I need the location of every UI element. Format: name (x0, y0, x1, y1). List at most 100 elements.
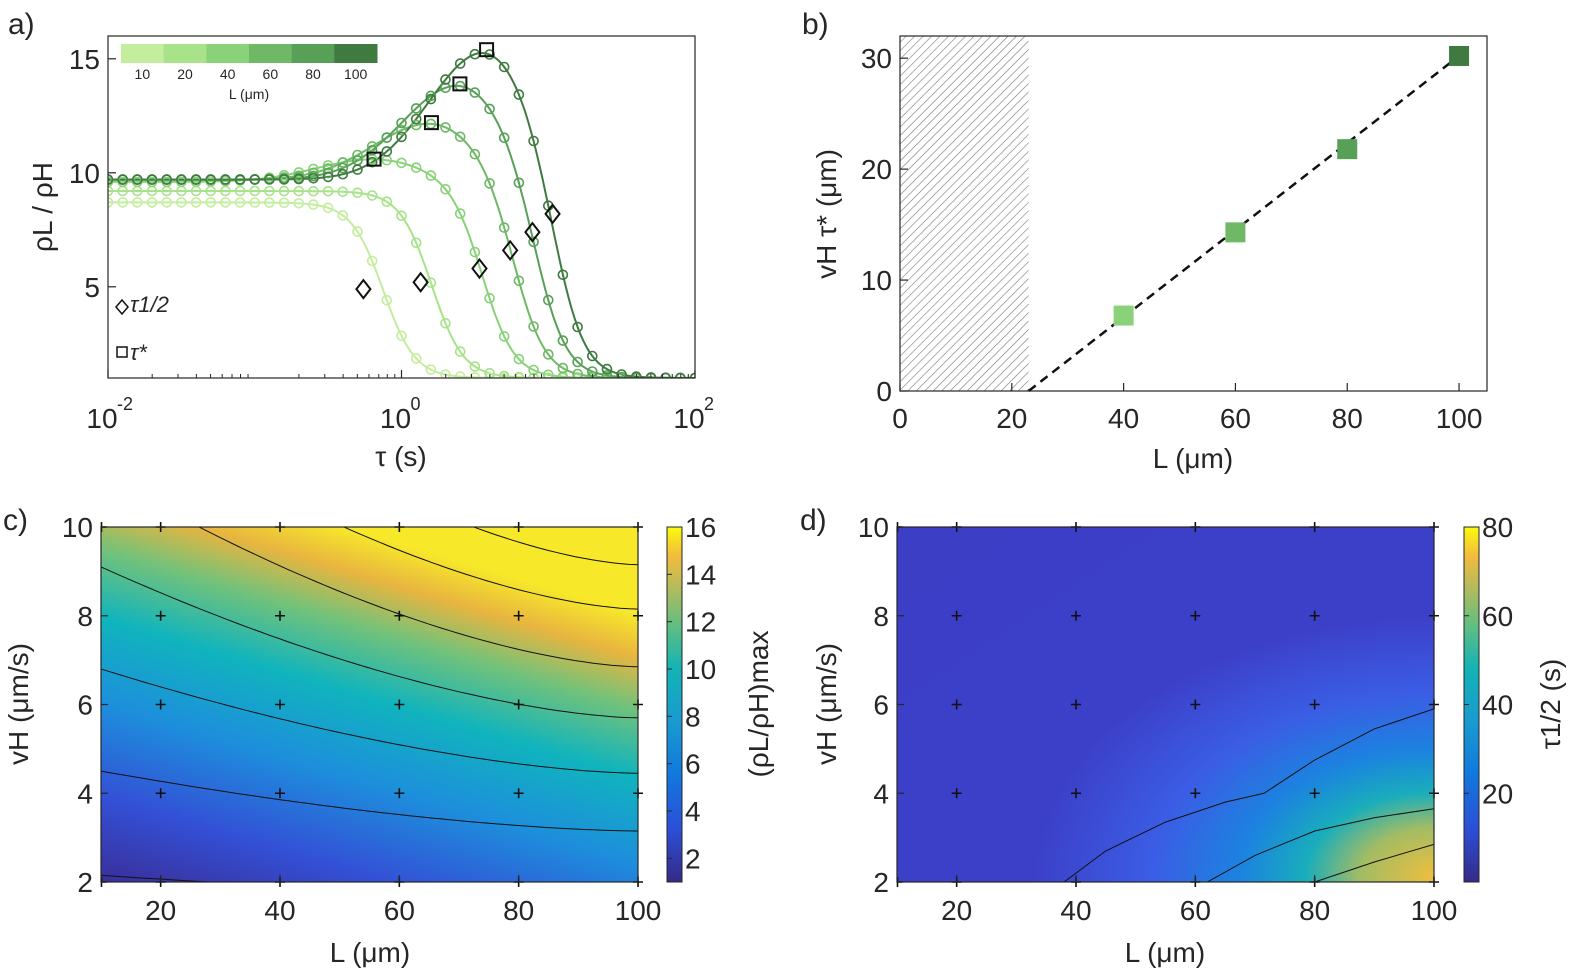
series-point-L100 (352, 164, 363, 175)
y-tick-label: 0 (876, 376, 892, 407)
colorbar-tick-label: 40 (220, 66, 236, 82)
series-point-L80 (337, 162, 349, 174)
series-point-L100 (264, 174, 275, 185)
sample-point-marker (1309, 610, 1320, 621)
tau-half-legend-diamond (115, 298, 129, 316)
series-point-L80 (513, 177, 525, 189)
series-point-L20 (220, 185, 231, 197)
series-point-L100 (337, 168, 349, 180)
series-point-L20 (108, 185, 114, 197)
series-point-L60 (352, 149, 363, 161)
series-point-L80 (542, 294, 554, 306)
tau-half-marker-L100 (544, 203, 561, 225)
series-point-L100 (381, 146, 393, 157)
x-tick-label: 60 (384, 895, 415, 926)
panel-d-ylabel: vH (μm/s) (811, 643, 842, 765)
sample-point-marker (275, 788, 285, 799)
y-tick-label: 8 (77, 601, 93, 632)
series-point-L10 (293, 198, 305, 209)
tau-star-legend-label: τ* (130, 340, 148, 365)
panel-d-contours (1063, 708, 1434, 882)
series-point-L100 (572, 321, 583, 333)
series-point-L60 (542, 349, 554, 360)
y-tick-label: 6 (77, 690, 93, 721)
series-point-L80 (381, 132, 393, 143)
x-tick-exponent: 0 (411, 394, 421, 414)
contour-line-c3 (101, 668, 638, 774)
series-point-L40 (498, 331, 510, 342)
series-point-L100 (234, 174, 246, 185)
y-tick-label: 2 (873, 867, 889, 898)
x-tick-exponent: -2 (117, 394, 133, 414)
data-point-L60 (1225, 222, 1246, 243)
x-tick-exponent: 2 (704, 394, 714, 414)
series-point-L60 (484, 178, 495, 189)
series-point-L100 (308, 173, 319, 184)
panel-d-xlabel: L (μm) (1125, 937, 1205, 968)
sample-point-marker (1071, 788, 1081, 799)
series-point-L60 (469, 148, 481, 160)
series-point-L100 (161, 174, 172, 185)
colorbar-tick-label: 12 (685, 607, 716, 638)
series-point-L100 (586, 350, 598, 362)
excluded-region-hatch (900, 36, 1029, 391)
x-tick-label: 40 (1060, 895, 1091, 926)
series-point-L100 (205, 174, 216, 185)
colorbar-tick-label: 10 (685, 654, 716, 685)
y-tick-label: 20 (861, 154, 892, 185)
series-point-L10 (410, 353, 422, 364)
panel-b-points (1113, 45, 1470, 326)
y-tick-label: 30 (861, 43, 892, 74)
series-point-L80 (572, 356, 583, 368)
series-point-L80 (528, 236, 539, 248)
sample-point-marker (1071, 610, 1081, 621)
series-point-L20 (249, 185, 261, 197)
series-point-L60 (513, 275, 525, 287)
series-point-L100 (557, 269, 569, 281)
sample-point-marker (155, 788, 166, 799)
series-point-L10 (117, 197, 128, 208)
y-tick-label: 5 (84, 272, 100, 303)
series-point-L20 (381, 196, 393, 207)
series-point-L10 (220, 197, 231, 208)
colorbar-swatch-80 (291, 44, 335, 63)
series-point-L100 (220, 174, 231, 185)
x-tick-label: 40 (264, 895, 295, 926)
x-tick-label: 10 (673, 403, 704, 434)
panel-c-colorbar-label: (ρL/ρH)max (743, 631, 774, 778)
y-tick-label: 4 (873, 778, 889, 809)
sample-point-marker (394, 699, 405, 710)
y-tick-label: 10 (62, 512, 93, 543)
x-tick-label: 0 (892, 403, 908, 434)
panel-b: b) 0 20 40 60 80 100 0 10 20 30 L (μm) vH τ* (μm) (802, 8, 1488, 474)
panel-b-xlabel: L (μm) (1153, 443, 1233, 474)
series-point-L100 (454, 58, 466, 69)
series-point-L100 (146, 174, 158, 185)
sample-point-marker (513, 610, 524, 621)
series-point-L20 (469, 361, 481, 372)
panel-d-colorbar-ticks: 20 40 60 80 (1464, 512, 1513, 809)
tau-half-marker-L10 (355, 278, 372, 300)
series-point-L20 (278, 185, 290, 197)
series-point-L10 (234, 197, 246, 208)
series-point-L80 (322, 167, 334, 179)
series-point-L60 (572, 368, 583, 378)
panel-a-series-lines (108, 51, 695, 378)
series-point-L80 (469, 87, 481, 98)
colorbar-tick-label: 80 (305, 66, 321, 82)
y-tick-label: 10 (861, 265, 892, 296)
series-point-L10 (161, 197, 172, 208)
colorbar-tick-label: 60 (1482, 601, 1513, 632)
series-point-L100 (396, 131, 407, 143)
x-tick-label: 20 (145, 895, 176, 926)
series-point-L20 (410, 237, 422, 249)
series-point-L80 (498, 132, 510, 144)
panel-b-label: b) (802, 8, 829, 41)
colorbar-tick-label: 80 (1482, 512, 1513, 543)
series-point-L60 (396, 124, 407, 136)
colorbar-tick-label: 4 (685, 796, 701, 827)
series-point-L100 (440, 74, 451, 85)
series-point-L80 (425, 90, 437, 102)
panel-d-heatmap (897, 527, 1434, 882)
series-point-L10 (396, 330, 407, 342)
